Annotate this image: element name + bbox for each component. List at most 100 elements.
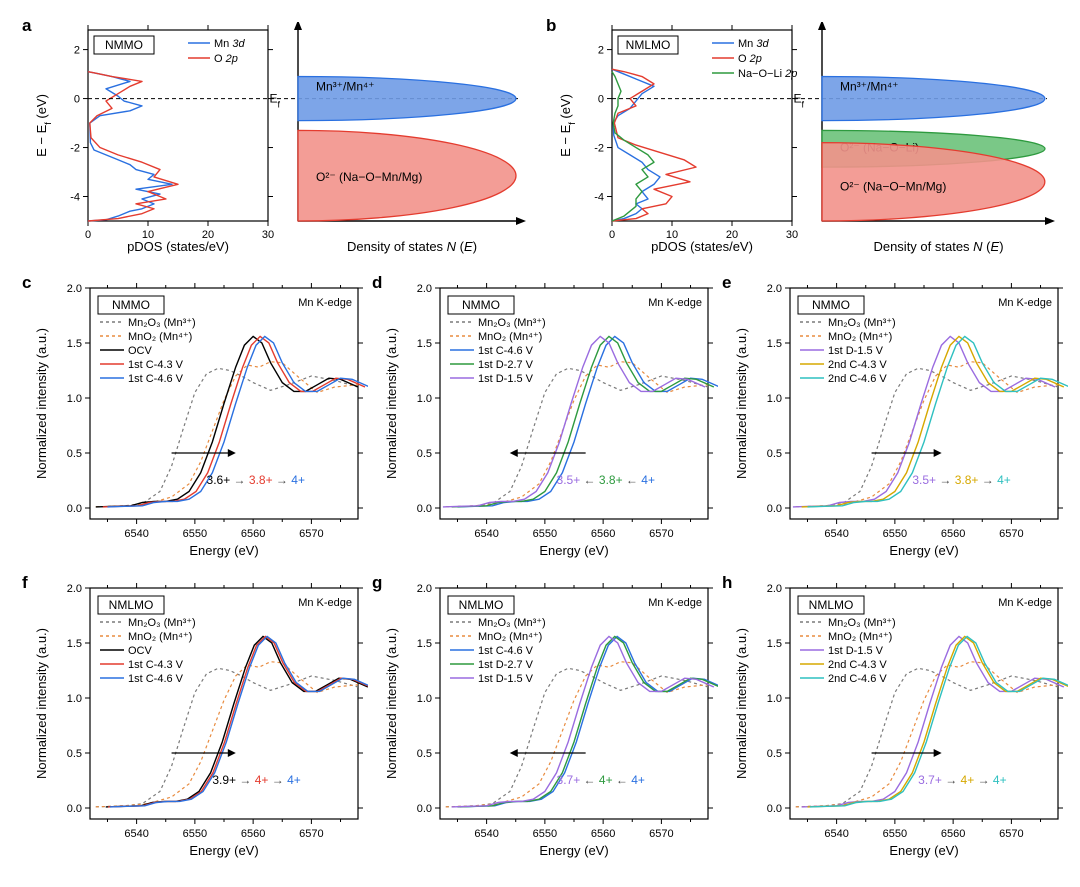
svg-text:1st D-1.5 V: 1st D-1.5 V bbox=[828, 645, 884, 657]
svg-text:Normalized intensity (a.u.): Normalized intensity (a.u.) bbox=[34, 328, 49, 479]
svg-text:Mn₂O₃ (Mn³⁺): Mn₂O₃ (Mn³⁺) bbox=[828, 617, 896, 629]
svg-text:NMMO: NMMO bbox=[462, 298, 500, 312]
svg-text:O 2p: O 2p bbox=[214, 53, 238, 65]
svg-text:2nd C-4.6 V: 2nd C-4.6 V bbox=[828, 673, 887, 685]
svg-text:Mn K-edge: Mn K-edge bbox=[648, 297, 702, 309]
svg-text:6570: 6570 bbox=[999, 828, 1023, 840]
svg-text:6550: 6550 bbox=[533, 528, 557, 540]
svg-text:6560: 6560 bbox=[241, 828, 265, 840]
svg-text:Mn₂O₃ (Mn³⁺): Mn₂O₃ (Mn³⁺) bbox=[128, 317, 196, 329]
svg-text:E − Ef (eV): E − Ef (eV) bbox=[34, 94, 53, 157]
svg-text:2.0: 2.0 bbox=[767, 283, 782, 295]
svg-text:-4: -4 bbox=[70, 192, 80, 204]
svg-text:Mn K-edge: Mn K-edge bbox=[648, 597, 702, 609]
svg-text:Energy (eV): Energy (eV) bbox=[189, 843, 258, 858]
svg-text:6570: 6570 bbox=[999, 528, 1023, 540]
svg-text:0.5: 0.5 bbox=[767, 448, 782, 460]
svg-text:1.5: 1.5 bbox=[67, 338, 82, 350]
svg-text:Density of states N (E): Density of states N (E) bbox=[347, 239, 477, 254]
svg-text:2.0: 2.0 bbox=[417, 283, 432, 295]
svg-text:2.0: 2.0 bbox=[67, 283, 82, 295]
svg-text:Normalized intensity (a.u.): Normalized intensity (a.u.) bbox=[734, 628, 749, 779]
svg-text:1.0: 1.0 bbox=[767, 693, 782, 705]
svg-text:3.5+ ← 3.8+ ← 4+: 3.5+ ← 3.8+ ← 4+ bbox=[557, 473, 655, 487]
svg-text:Normalized intensity (a.u.): Normalized intensity (a.u.) bbox=[34, 628, 49, 779]
svg-text:1st D-2.7 V: 1st D-2.7 V bbox=[478, 659, 534, 671]
svg-text:-2: -2 bbox=[594, 143, 604, 155]
svg-text:MnO₂ (Mn⁴⁺): MnO₂ (Mn⁴⁺) bbox=[128, 631, 192, 643]
panel-e: 65406550656065700.00.51.01.52.0Energy (e… bbox=[728, 278, 1068, 563]
panel-a: -4-2020102030pDOS (states/eV)E − Ef (eV)… bbox=[30, 22, 530, 257]
svg-text:O²⁻ (Na−O−Mn/Mg): O²⁻ (Na−O−Mn/Mg) bbox=[316, 170, 422, 184]
svg-text:1.0: 1.0 bbox=[67, 393, 82, 405]
svg-text:6550: 6550 bbox=[533, 828, 557, 840]
svg-text:6560: 6560 bbox=[241, 528, 265, 540]
svg-text:MnO₂ (Mn⁴⁺): MnO₂ (Mn⁴⁺) bbox=[478, 631, 542, 643]
svg-text:pDOS (states/eV): pDOS (states/eV) bbox=[651, 239, 753, 254]
svg-text:NMMO: NMMO bbox=[112, 298, 150, 312]
svg-text:0.5: 0.5 bbox=[767, 748, 782, 760]
svg-text:0.0: 0.0 bbox=[417, 503, 432, 515]
svg-text:Ef: Ef bbox=[793, 92, 804, 110]
svg-text:6550: 6550 bbox=[883, 828, 907, 840]
svg-text:NMLMO: NMLMO bbox=[109, 598, 154, 612]
svg-text:MnO₂ (Mn⁴⁺): MnO₂ (Mn⁴⁺) bbox=[828, 631, 892, 643]
svg-text:6550: 6550 bbox=[883, 528, 907, 540]
svg-text:1st C-4.3 V: 1st C-4.3 V bbox=[128, 359, 184, 371]
svg-text:MnO₂ (Mn⁴⁺): MnO₂ (Mn⁴⁺) bbox=[128, 331, 192, 343]
panel-b: -4-2020102030pDOS (states/eV)E − Ef (eV)… bbox=[554, 22, 1059, 257]
svg-text:Mn₂O₃ (Mn³⁺): Mn₂O₃ (Mn³⁺) bbox=[128, 617, 196, 629]
svg-text:6540: 6540 bbox=[124, 828, 148, 840]
svg-text:Energy (eV): Energy (eV) bbox=[889, 843, 958, 858]
svg-text:0: 0 bbox=[74, 94, 80, 106]
svg-text:0: 0 bbox=[85, 229, 91, 241]
svg-text:6550: 6550 bbox=[183, 828, 207, 840]
svg-text:0.5: 0.5 bbox=[67, 448, 82, 460]
svg-text:Density of states N (E): Density of states N (E) bbox=[873, 239, 1003, 254]
svg-text:2nd C-4.3 V: 2nd C-4.3 V bbox=[828, 659, 887, 671]
svg-text:1st D-1.5 V: 1st D-1.5 V bbox=[828, 345, 884, 357]
svg-text:1.5: 1.5 bbox=[67, 638, 82, 650]
svg-text:0.5: 0.5 bbox=[417, 448, 432, 460]
svg-text:1st C-4.6 V: 1st C-4.6 V bbox=[478, 645, 534, 657]
svg-text:Energy (eV): Energy (eV) bbox=[539, 543, 608, 558]
svg-text:-4: -4 bbox=[594, 192, 604, 204]
panel-d: 65406550656065700.00.51.01.52.0Energy (e… bbox=[378, 278, 718, 563]
svg-text:Mn₂O₃ (Mn³⁺): Mn₂O₃ (Mn³⁺) bbox=[828, 317, 896, 329]
svg-text:Mn K-edge: Mn K-edge bbox=[298, 597, 352, 609]
svg-text:30: 30 bbox=[262, 229, 274, 241]
svg-text:3.6+ → 3.8+ → 4+: 3.6+ → 3.8+ → 4+ bbox=[207, 473, 305, 487]
svg-text:0.0: 0.0 bbox=[767, 503, 782, 515]
svg-text:O²⁻ (Na−O−Mn/Mg): O²⁻ (Na−O−Mn/Mg) bbox=[840, 180, 946, 194]
svg-text:2: 2 bbox=[598, 45, 604, 57]
svg-text:Mn K-edge: Mn K-edge bbox=[998, 297, 1052, 309]
svg-text:Mn₂O₃ (Mn³⁺): Mn₂O₃ (Mn³⁺) bbox=[478, 617, 546, 629]
svg-text:Mn³⁺/Mn⁴⁺: Mn³⁺/Mn⁴⁺ bbox=[840, 79, 899, 93]
panel-c: 65406550656065700.00.51.01.52.0Energy (e… bbox=[28, 278, 368, 563]
panel-f: 65406550656065700.00.51.01.52.0Energy (e… bbox=[28, 578, 368, 863]
svg-text:3.9+ → 4+ → 4+: 3.9+ → 4+ → 4+ bbox=[212, 773, 300, 787]
svg-text:3.5+ → 3.8+ → 4+: 3.5+ → 3.8+ → 4+ bbox=[912, 473, 1010, 487]
svg-text:6570: 6570 bbox=[649, 828, 673, 840]
svg-text:0: 0 bbox=[598, 94, 604, 106]
svg-text:0.5: 0.5 bbox=[417, 748, 432, 760]
svg-text:6540: 6540 bbox=[474, 828, 498, 840]
svg-text:6560: 6560 bbox=[941, 528, 965, 540]
svg-text:6570: 6570 bbox=[649, 528, 673, 540]
svg-text:Normalized intensity (a.u.): Normalized intensity (a.u.) bbox=[734, 328, 749, 479]
panel-label-f: f bbox=[22, 573, 28, 593]
svg-text:30: 30 bbox=[786, 229, 798, 241]
svg-text:Mn 3d: Mn 3d bbox=[738, 38, 769, 50]
svg-text:NMMO: NMMO bbox=[105, 38, 143, 52]
svg-text:1.5: 1.5 bbox=[417, 638, 432, 650]
svg-text:1.0: 1.0 bbox=[417, 393, 432, 405]
svg-text:Mn K-edge: Mn K-edge bbox=[298, 297, 352, 309]
svg-text:6570: 6570 bbox=[299, 528, 323, 540]
svg-text:6550: 6550 bbox=[183, 528, 207, 540]
svg-text:NMLMO: NMLMO bbox=[459, 598, 504, 612]
svg-text:Energy (eV): Energy (eV) bbox=[189, 543, 258, 558]
svg-text:1st D-2.7 V: 1st D-2.7 V bbox=[478, 359, 534, 371]
svg-text:Energy (eV): Energy (eV) bbox=[539, 843, 608, 858]
svg-text:Normalized intensity (a.u.): Normalized intensity (a.u.) bbox=[384, 628, 399, 779]
svg-text:1.5: 1.5 bbox=[417, 338, 432, 350]
